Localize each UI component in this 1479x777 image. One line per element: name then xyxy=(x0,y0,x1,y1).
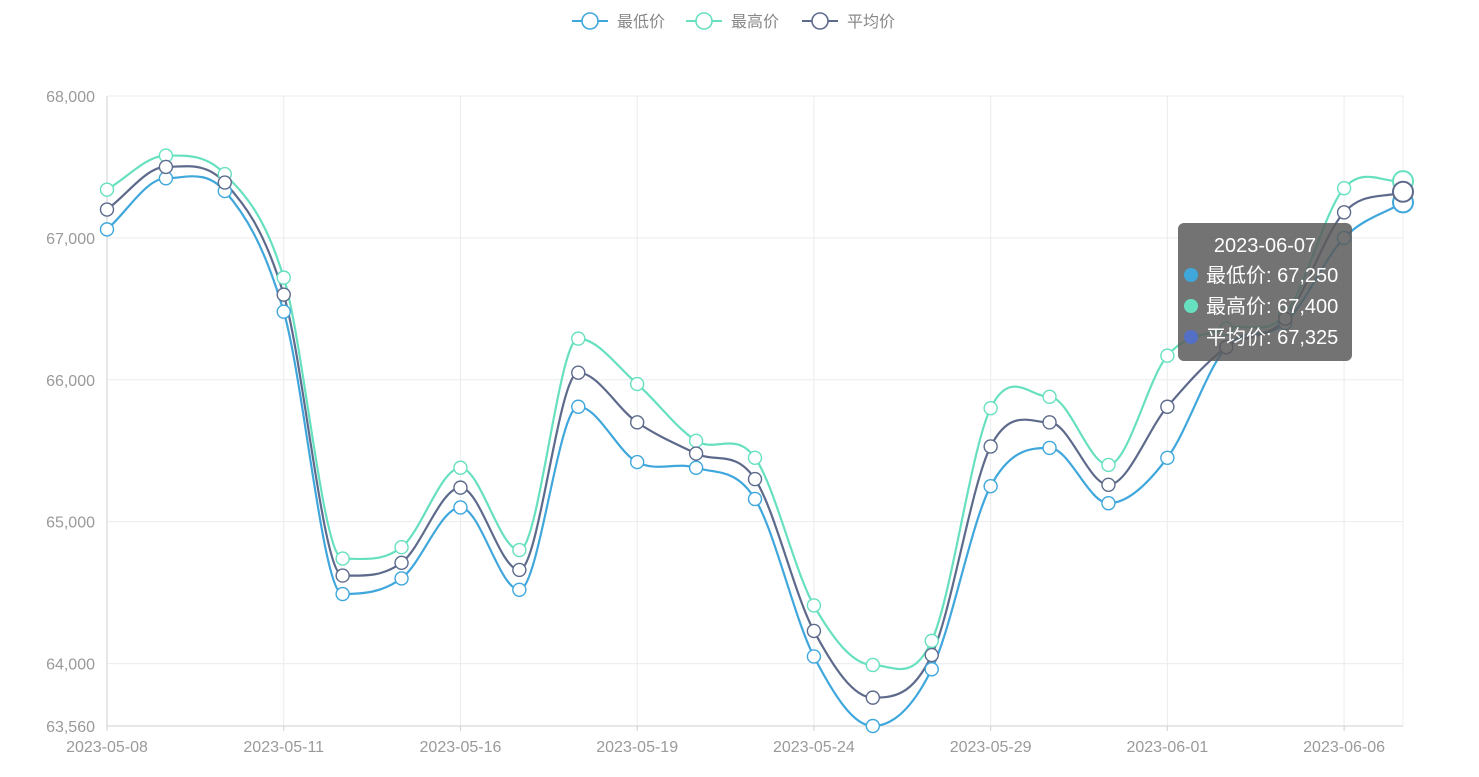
data-point[interactable] xyxy=(1101,457,1116,473)
data-point[interactable] xyxy=(1160,450,1175,466)
data-point[interactable] xyxy=(865,657,881,673)
data-point[interactable] xyxy=(99,222,115,237)
y-tick-label: 67,000 xyxy=(46,231,95,248)
y-tick-label: 68,000 xyxy=(46,89,95,106)
tooltip-label-min: 最低价: 67,250 xyxy=(1206,265,1339,287)
data-point[interactable] xyxy=(983,400,998,416)
data-point[interactable] xyxy=(335,551,350,566)
data-point[interactable] xyxy=(512,582,527,597)
data-point[interactable] xyxy=(512,542,527,558)
data-point[interactable] xyxy=(688,433,704,448)
data-point[interactable] xyxy=(747,491,763,507)
x-tick-label: 2023-05-16 xyxy=(420,739,502,756)
y-tick-label: 66,000 xyxy=(46,373,95,390)
data-point[interactable] xyxy=(688,446,704,461)
data-point[interactable] xyxy=(1160,348,1175,363)
data-point[interactable] xyxy=(983,439,998,454)
tooltip: 2023-06-07 最低价: 67,250 最高价: 67,400 平均价: … xyxy=(1178,223,1352,361)
legend-label: 最高价 xyxy=(731,13,779,31)
data-point[interactable] xyxy=(629,454,645,470)
y-tick-label: 64,000 xyxy=(46,657,95,674)
legend: 最低价 最高价 平均价 xyxy=(572,12,895,31)
data-point[interactable] xyxy=(924,662,939,677)
series-layer xyxy=(99,148,1414,734)
y-tick-label: 63,560 xyxy=(46,719,95,736)
data-point[interactable] xyxy=(276,270,291,285)
data-point[interactable] xyxy=(335,586,350,602)
legend-item-2[interactable]: 平均价 xyxy=(802,12,895,31)
data-point[interactable] xyxy=(1392,180,1414,203)
data-point[interactable] xyxy=(629,376,645,392)
data-point[interactable] xyxy=(747,471,763,487)
data-point[interactable] xyxy=(394,571,409,586)
axes: 63,560 64,000 65,000 66,000 67,000 68,000 2023… xyxy=(46,89,1403,756)
data-point[interactable] xyxy=(806,649,822,664)
data-point[interactable] xyxy=(806,598,822,613)
data-point[interactable] xyxy=(865,690,881,705)
data-point[interactable] xyxy=(571,365,586,380)
x-tick-label: 2023-05-08 xyxy=(66,739,148,756)
grid xyxy=(106,95,1404,726)
data-point[interactable] xyxy=(1042,440,1057,456)
y-tick-label: 65,000 xyxy=(46,515,95,532)
data-point[interactable] xyxy=(924,647,939,663)
data-point[interactable] xyxy=(924,633,939,649)
data-point[interactable] xyxy=(571,331,586,346)
data-point[interactable] xyxy=(512,562,527,578)
data-point[interactable] xyxy=(983,479,998,494)
tooltip-label-max: 最高价: 67,400 xyxy=(1206,296,1339,318)
data-point[interactable] xyxy=(276,304,291,319)
legend-item-1[interactable]: 最高价 xyxy=(686,12,779,31)
data-point[interactable] xyxy=(99,182,115,197)
data-point[interactable] xyxy=(571,399,586,414)
legend-marker xyxy=(581,12,599,30)
data-point[interactable] xyxy=(453,460,468,475)
data-point[interactable] xyxy=(394,555,409,571)
tooltip-title: 2023-06-07 xyxy=(1213,235,1317,257)
data-point[interactable] xyxy=(865,718,881,734)
data-point[interactable] xyxy=(629,415,645,430)
data-point[interactable] xyxy=(335,568,350,583)
data-point[interactable] xyxy=(1336,205,1352,220)
data-point[interactable] xyxy=(688,460,704,475)
legend-marker xyxy=(811,12,829,30)
tooltip-row-avg: 平均价: 67,325 xyxy=(1178,323,1352,354)
legend-item-0[interactable]: 最低价 xyxy=(572,12,665,31)
x-tick-label: 2023-05-19 xyxy=(596,739,678,756)
data-point[interactable] xyxy=(1160,399,1175,414)
tooltip-marker-avg xyxy=(1184,329,1198,344)
tooltip-marker-max xyxy=(1184,298,1198,313)
data-point[interactable] xyxy=(1336,181,1352,196)
data-point[interactable] xyxy=(747,450,763,466)
data-point[interactable] xyxy=(1101,496,1116,511)
legend-marker xyxy=(695,12,713,30)
tooltip-marker-min xyxy=(1184,267,1198,282)
data-point[interactable] xyxy=(1101,477,1116,492)
legend-label: 最低价 xyxy=(617,13,665,31)
x-tick-label: 2023-05-11 xyxy=(243,739,324,756)
tooltip-row-min: 最低价: 67,250 xyxy=(1178,261,1352,292)
data-point[interactable] xyxy=(217,175,233,190)
data-point[interactable] xyxy=(158,159,174,175)
x-tick-label: 2023-06-06 xyxy=(1303,739,1385,756)
tooltip-label-avg: 平均价: 67,325 xyxy=(1206,327,1339,349)
data-point[interactable] xyxy=(806,623,822,639)
data-point[interactable] xyxy=(276,287,291,302)
data-point[interactable] xyxy=(453,480,468,495)
tooltip-row-max: 最高价: 67,400 xyxy=(1178,292,1352,323)
data-point[interactable] xyxy=(394,540,409,555)
data-point[interactable] xyxy=(1042,389,1057,405)
x-tick-label: 2023-06-01 xyxy=(1126,739,1208,756)
x-tick-label: 2023-05-24 xyxy=(773,739,855,756)
legend-label: 平均价 xyxy=(847,13,895,31)
data-point[interactable] xyxy=(99,202,115,217)
data-point[interactable] xyxy=(1042,415,1057,430)
data-point[interactable] xyxy=(453,500,468,515)
x-tick-label: 2023-05-29 xyxy=(950,739,1032,756)
series-line-0 xyxy=(106,175,1404,728)
